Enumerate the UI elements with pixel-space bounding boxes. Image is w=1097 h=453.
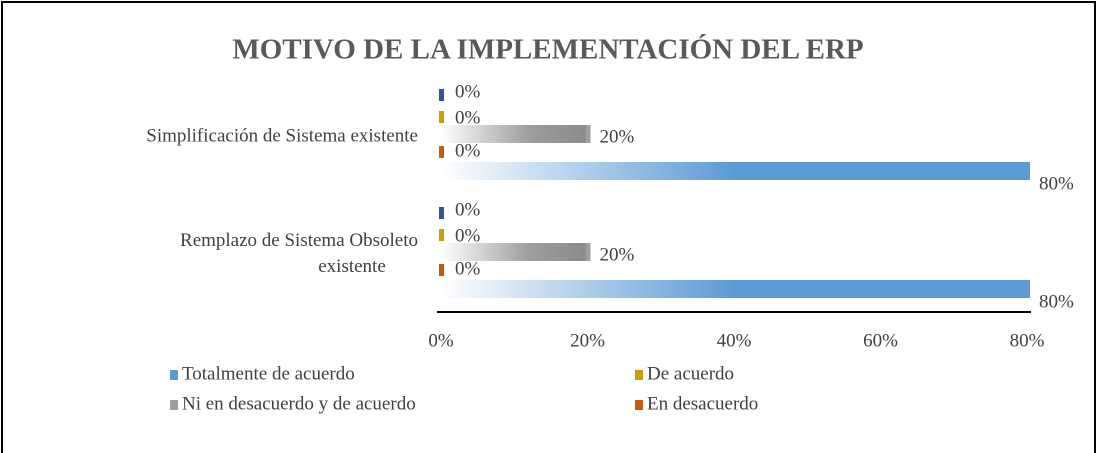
legend-label: Totalmente de acuerdo xyxy=(182,363,355,384)
bar-cap xyxy=(1025,280,1030,298)
legend-label: De acuerdo xyxy=(647,363,734,384)
category-label: Simplificación de Sistema existente xyxy=(146,125,418,146)
bar xyxy=(441,280,1027,298)
legend-swatch xyxy=(635,370,643,380)
value-label: 0% xyxy=(455,199,481,220)
x-tick-label: 0% xyxy=(428,330,454,351)
legend-swatch xyxy=(170,400,178,410)
legend-label: En desacuerdo xyxy=(647,393,758,414)
value-label: 20% xyxy=(600,244,635,265)
legend-swatch xyxy=(170,370,178,380)
bar-cap xyxy=(439,146,444,158)
x-tick-label: 40% xyxy=(717,330,752,351)
bar xyxy=(441,125,588,143)
bar-cap xyxy=(439,264,444,276)
bar xyxy=(441,162,1027,180)
bar-cap xyxy=(439,89,444,101)
legend-swatch xyxy=(635,400,643,410)
bar-cap xyxy=(439,207,444,219)
bar-cap xyxy=(1025,162,1030,180)
value-label: 0% xyxy=(455,140,481,161)
bar-cap xyxy=(439,229,444,241)
value-label: 0% xyxy=(455,81,481,102)
value-label: 80% xyxy=(1039,291,1074,312)
legend-label: Ni en desacuerdo y de acuerdo xyxy=(182,393,416,414)
x-tick-label: 80% xyxy=(1010,330,1045,351)
bar-cap xyxy=(439,111,444,123)
value-label: 80% xyxy=(1039,173,1074,194)
x-tick-label: 20% xyxy=(570,330,605,351)
bar-cap xyxy=(585,125,591,143)
bar-cap xyxy=(585,243,591,261)
value-label: 0% xyxy=(455,225,481,246)
value-label: 0% xyxy=(455,258,481,279)
value-label: 0% xyxy=(455,107,481,128)
chart-title: MOTIVO DE LA IMPLEMENTACIÓN DEL ERP xyxy=(232,33,863,66)
category-label: Remplazo de Sistema Obsoleto existente xyxy=(180,230,418,277)
value-label: 20% xyxy=(600,126,635,147)
bar xyxy=(441,243,588,261)
x-tick-label: 60% xyxy=(863,330,898,351)
